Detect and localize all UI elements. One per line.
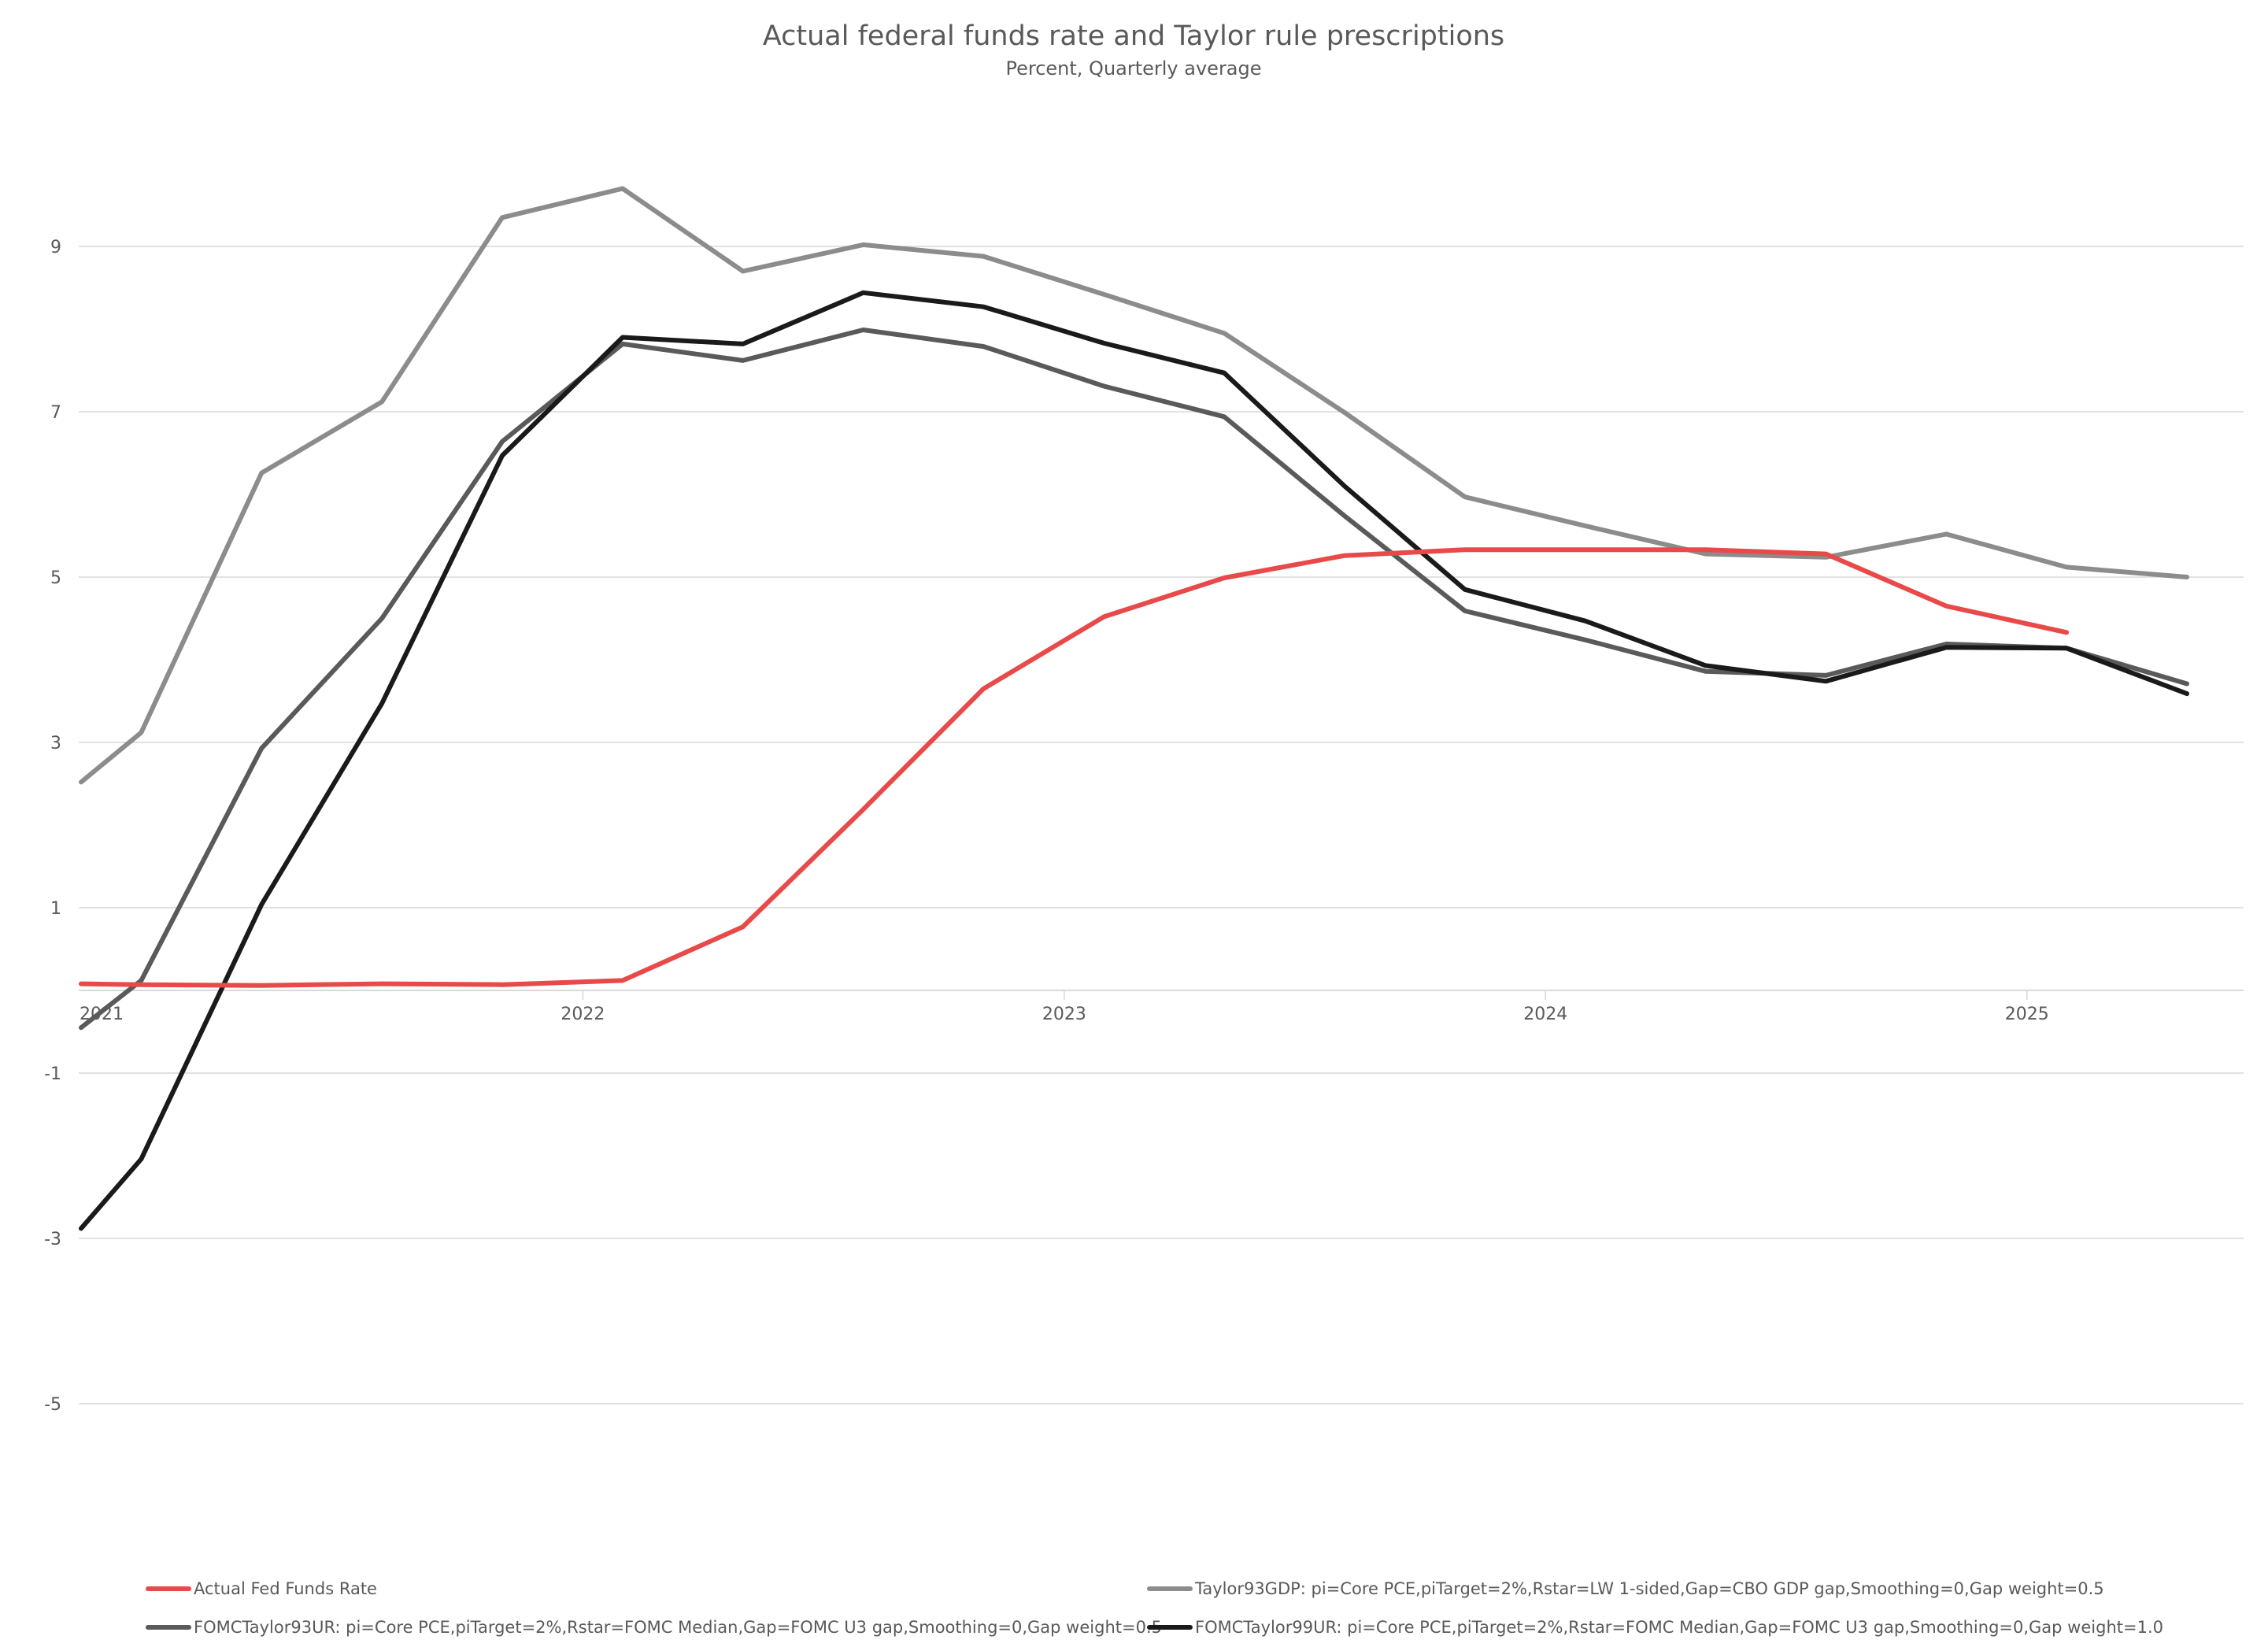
y-tick-label: 9: [50, 238, 61, 257]
series-lines: [79, 186, 2189, 1231]
legend-entry: Actual Fed Funds Rate: [146, 1579, 377, 1598]
y-tick-label: 7: [50, 403, 61, 423]
y-tick-label: 5: [50, 568, 61, 588]
x-tick-label: 2022: [561, 1005, 605, 1024]
legend-label: Actual Fed Funds Rate: [194, 1579, 377, 1598]
chart-subtitle: Percent, Quarterly average: [1005, 57, 1261, 80]
x-tick-label: 2024: [1523, 1005, 1567, 1024]
series-line-4: [79, 290, 2189, 1231]
series-line-2: [79, 186, 2189, 785]
x-tick-label: 2025: [2005, 1005, 2049, 1024]
series-line-3: [79, 328, 2189, 1031]
y-tick-label: -5: [44, 1395, 61, 1415]
legend-label: FOMCTaylor99UR: pi=Core PCE,piTarget=2%,…: [1195, 1618, 2163, 1637]
y-axis-tick-labels: 9 7 5 3 1 -1 -3 -5: [44, 238, 61, 1415]
y-tick-label: 3: [50, 734, 61, 753]
y-tick-label: -3: [44, 1230, 61, 1249]
x-axis-tick-labels: 2021 2022 2023 2024 2025: [80, 990, 2049, 1024]
gridlines: [79, 246, 2244, 1405]
legend: Actual Fed Funds Rate Taylor93GDP: pi=Cor…: [146, 1579, 2163, 1637]
legend-entry: Taylor93GDP: pi=Core PCE,piTarget=2%,Rst…: [1147, 1579, 2104, 1598]
series-line-1: [79, 547, 2070, 988]
y-tick-label: -1: [44, 1064, 61, 1084]
legend-label: FOMCTaylor93UR: pi=Core PCE,piTarget=2%,…: [194, 1618, 1162, 1637]
legend-label: Taylor93GDP: pi=Core PCE,piTarget=2%,Rst…: [1194, 1579, 2104, 1598]
chart-title: Actual federal funds rate and Taylor rul…: [763, 20, 1504, 52]
legend-entry: FOMCTaylor93UR: pi=Core PCE,piTarget=2%,…: [146, 1618, 1162, 1637]
y-tick-label: 1: [50, 899, 61, 919]
legend-entry: FOMCTaylor99UR: pi=Core PCE,piTarget=2%,…: [1147, 1618, 2163, 1637]
x-tick-label: 2023: [1042, 1005, 1086, 1024]
